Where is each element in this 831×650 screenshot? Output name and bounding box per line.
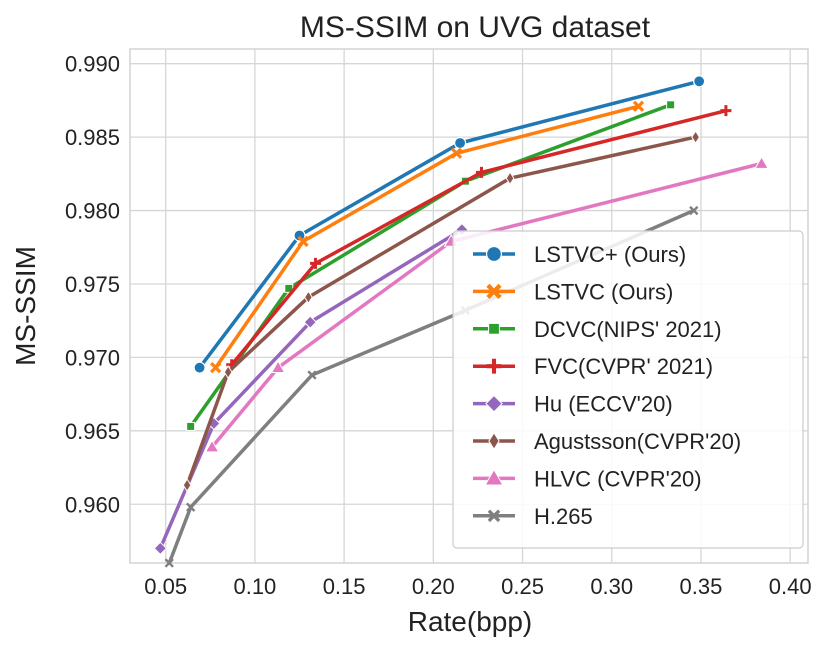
data-point (453, 136, 467, 150)
legend-entry: LSTVC+ (Ours) (473, 242, 686, 267)
legend-label: H.265 (534, 504, 593, 529)
legend-entry: Hu (ECCV'20) (473, 392, 673, 417)
y-axis-ticks: 0.960 0.965 0.970 0.975 0.980 0.985 0.990 (65, 52, 120, 518)
legend-label: HLVC (CVPR'20) (534, 466, 702, 491)
x-tick-label: 0.35 (680, 574, 723, 599)
data-point (475, 166, 487, 178)
series-line (230, 109, 727, 366)
series-6 (204, 156, 769, 453)
x-tick-label: 0.25 (501, 574, 544, 599)
legend-entry: HLVC (CVPR'20) (473, 466, 702, 491)
legend-label: Agustsson(CVPR'20) (534, 429, 741, 454)
data-point (153, 541, 168, 556)
x-tick-label: 0.05 (144, 574, 187, 599)
legend: LSTVC+ (Ours) LSTVC (Ours) DCVC(NIPS' 2021… (452, 230, 804, 549)
data-point (632, 100, 645, 112)
legend-label: FVC(CVPR' 2021) (534, 354, 713, 379)
x-axis-label: Rate(bpp) (408, 606, 533, 637)
legend-entry: Agustsson(CVPR'20) (473, 429, 741, 454)
data-point (304, 290, 313, 305)
data-point (182, 478, 192, 493)
x-tick-label: 0.10 (233, 574, 276, 599)
series-line (214, 104, 639, 369)
series-line (198, 79, 700, 369)
legend-label: LSTVC+ (Ours) (534, 242, 686, 267)
data-point (297, 235, 309, 248)
y-tick-label: 0.970 (65, 345, 120, 370)
legend-entry: LSTVC (Ours) (473, 279, 673, 304)
data-point (484, 468, 504, 486)
data-point (164, 558, 174, 568)
data-point (720, 105, 732, 117)
data-point (307, 370, 317, 380)
y-axis-label: MS-SSIM (10, 246, 41, 366)
data-point (487, 509, 501, 523)
data-point (485, 394, 503, 413)
legend-box (452, 230, 804, 549)
legend-entry: DCVC(NIPS' 2021) (473, 317, 722, 342)
data-point (223, 365, 233, 380)
data-point (193, 361, 206, 374)
chart-title: MS-SSIM on UVG dataset (300, 11, 651, 44)
data-point (693, 75, 706, 88)
data-point (303, 315, 317, 329)
legend-label: Hu (ECCV'20) (534, 392, 673, 417)
y-tick-label: 0.960 (65, 492, 120, 517)
data-point (754, 156, 769, 169)
x-tick-label: 0.40 (769, 574, 812, 599)
x-axis-ticks: 0.05 0.10 0.15 0.20 0.25 0.30 0.35 0.40 (144, 574, 811, 599)
y-tick-label: 0.985 (65, 125, 120, 150)
data-point (488, 322, 500, 335)
y-tick-label: 0.975 (65, 272, 120, 297)
y-tick-label: 0.980 (65, 199, 120, 224)
data-point (310, 257, 322, 269)
data-point (691, 130, 700, 145)
x-tick-label: 0.20 (412, 574, 455, 599)
series-5 (182, 130, 700, 493)
y-tick-label: 0.990 (65, 52, 120, 77)
data-point (666, 100, 676, 110)
data-point (689, 205, 699, 216)
data-point (270, 360, 286, 374)
data-point (186, 502, 196, 512)
x-tick-label: 0.30 (590, 574, 633, 599)
data-point (450, 147, 463, 159)
data-point (488, 431, 500, 451)
data-point (293, 229, 306, 242)
data-point (186, 421, 196, 431)
legend-label: LSTVC (Ours) (534, 279, 673, 304)
legend-entry: H.265 (473, 504, 593, 529)
series-1 (210, 100, 645, 374)
series-0 (193, 75, 706, 374)
y-tick-label: 0.965 (65, 419, 120, 444)
x-tick-label: 0.15 (323, 574, 366, 599)
legend-entry: FVC(CVPR' 2021) (473, 354, 713, 379)
data-point (505, 171, 515, 186)
data-point (204, 439, 220, 453)
data-point (210, 362, 222, 374)
data-point (485, 245, 503, 263)
series-3 (226, 105, 732, 371)
series-line (210, 161, 763, 449)
data-point (486, 358, 502, 374)
data-point (486, 283, 502, 300)
legend-label: DCVC(NIPS' 2021) (534, 317, 722, 342)
